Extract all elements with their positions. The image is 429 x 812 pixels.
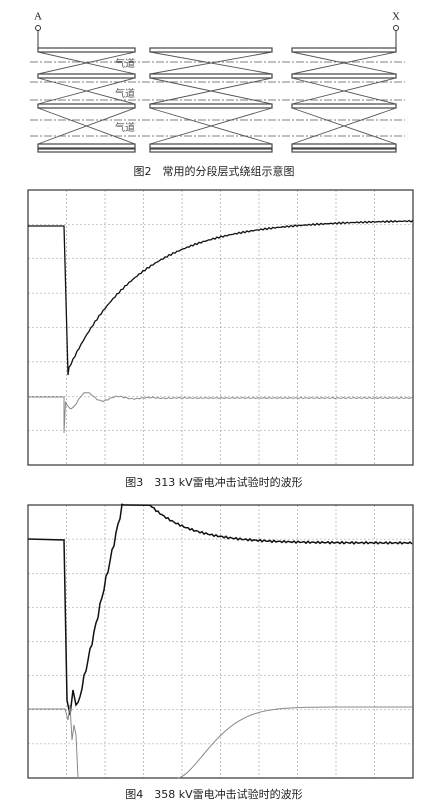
terminal-label: X	[392, 11, 400, 23]
connection	[149, 107, 273, 145]
conductor	[149, 73, 273, 79]
conductor	[149, 103, 273, 109]
caption: 图2 常用的分段层式绕组示意图	[134, 164, 295, 178]
connection	[149, 77, 273, 105]
connection	[291, 107, 397, 145]
conductor	[37, 143, 136, 149]
scope-frame	[27, 189, 414, 466]
current-trace	[28, 704, 79, 779]
conductor	[291, 73, 397, 79]
connection	[37, 107, 136, 145]
conductor	[291, 148, 397, 153]
waveform-figure: 图4 358 kV雷电冲击试验时的波形	[27, 503, 414, 801]
caption: 图3 313 kV雷电冲击试验时的波形	[125, 475, 302, 489]
winding-diagram: A X 气道 气道 气道 图2 常用的分段层式绕组示意图	[30, 11, 405, 178]
connection	[37, 51, 136, 75]
conductor	[291, 103, 397, 109]
conductor	[149, 47, 273, 53]
connection	[149, 51, 273, 75]
air-gap-label: 气道	[115, 121, 135, 134]
terminal-label: A	[34, 11, 42, 23]
terminal	[393, 25, 399, 31]
waveform-figure: 图3 313 kV雷电冲击试验时的波形	[27, 189, 414, 489]
caption: 图4 358 kV雷电冲击试验时的波形	[125, 787, 302, 801]
air-gap-label: 气道	[115, 87, 135, 100]
conductor	[149, 143, 273, 149]
conductor	[37, 47, 136, 53]
conductor	[149, 148, 273, 153]
connection	[291, 77, 397, 105]
terminal	[35, 25, 41, 31]
air-gap-label: 气道	[115, 57, 135, 70]
conductor	[37, 148, 136, 153]
connection	[291, 51, 397, 75]
scope-frame	[27, 504, 414, 779]
voltage-trace	[27, 503, 413, 716]
current-trace	[177, 706, 412, 779]
voltage-trace	[28, 219, 414, 376]
current-trace	[28, 391, 413, 434]
connection	[37, 77, 136, 105]
conductor	[291, 143, 397, 149]
conductor	[37, 73, 136, 79]
conductor	[37, 103, 136, 109]
conductor	[291, 47, 397, 53]
